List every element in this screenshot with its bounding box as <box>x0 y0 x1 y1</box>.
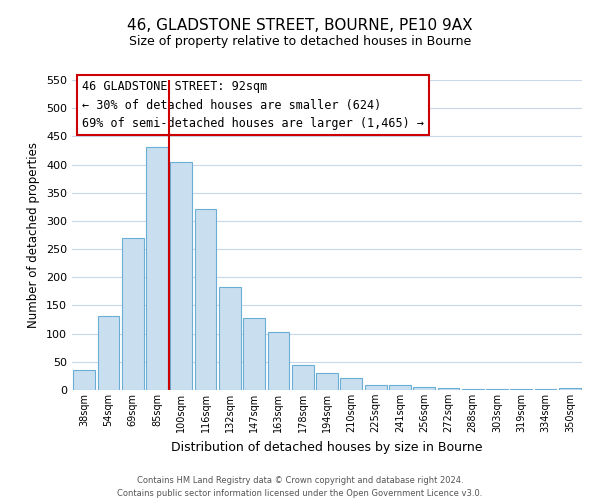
Bar <box>146 146 168 390</box>
Bar <box>219 287 241 390</box>
Bar <box>194 208 217 390</box>
Bar <box>365 386 386 390</box>
Y-axis label: Number of detached properties: Number of detached properties <box>28 142 40 328</box>
Bar <box>389 386 411 390</box>
Text: 46 GLADSTONE STREET: 92sqm
← 30% of detached houses are smaller (624)
69% of sem: 46 GLADSTONE STREET: 92sqm ← 30% of deta… <box>82 80 424 130</box>
Bar <box>340 378 362 390</box>
Text: Contains HM Land Registry data © Crown copyright and database right 2024.
Contai: Contains HM Land Registry data © Crown c… <box>118 476 482 498</box>
Text: Size of property relative to detached houses in Bourne: Size of property relative to detached ho… <box>129 35 471 48</box>
Bar <box>73 370 95 390</box>
Bar <box>170 162 192 390</box>
X-axis label: Distribution of detached houses by size in Bourne: Distribution of detached houses by size … <box>171 440 483 454</box>
Bar <box>462 389 484 390</box>
Bar <box>243 318 265 390</box>
Text: 46, GLADSTONE STREET, BOURNE, PE10 9AX: 46, GLADSTONE STREET, BOURNE, PE10 9AX <box>127 18 473 32</box>
Bar <box>292 364 314 390</box>
Bar <box>486 389 508 390</box>
Bar <box>122 238 143 390</box>
Bar <box>97 316 119 390</box>
Bar <box>268 332 289 390</box>
Bar <box>413 387 435 390</box>
Bar <box>559 388 581 390</box>
Bar <box>316 373 338 390</box>
Bar <box>437 388 460 390</box>
